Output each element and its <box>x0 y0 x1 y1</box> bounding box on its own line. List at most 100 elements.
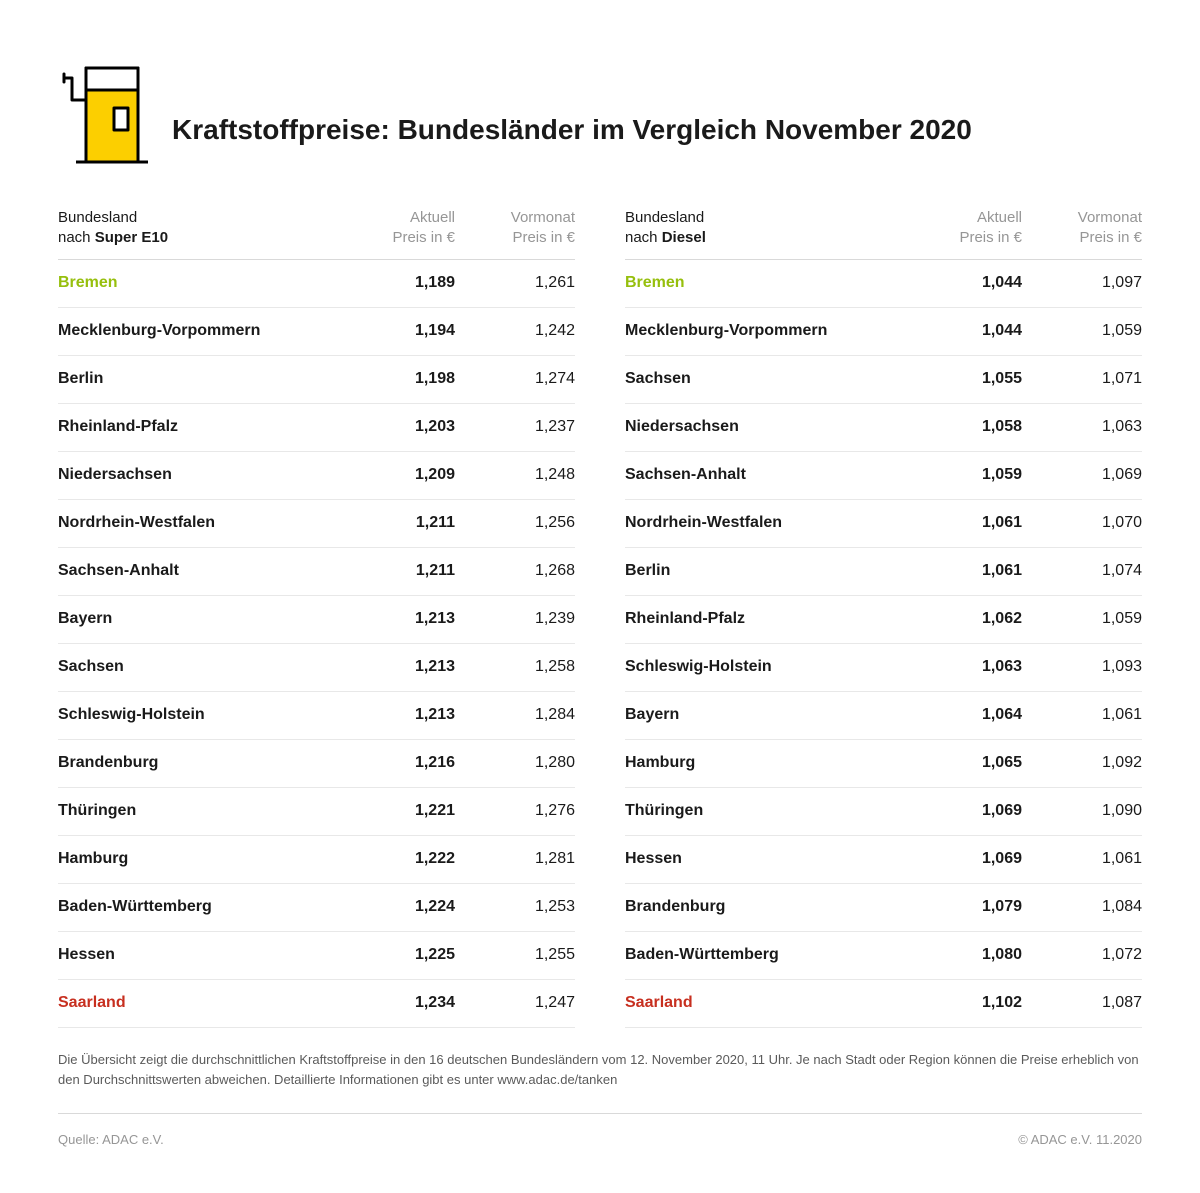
region-name: Mecklenburg-Vorpommern <box>625 322 902 340</box>
region-name: Niedersachsen <box>58 466 335 484</box>
price-current: 1,216 <box>335 754 455 772</box>
price-current: 1,211 <box>335 514 455 532</box>
page-title: Kraftstoffpreise: Bundesländer im Vergle… <box>172 114 972 146</box>
price-current: 1,061 <box>902 514 1022 532</box>
region-name: Brandenburg <box>625 898 902 916</box>
table-row: Mecklenburg-Vorpommern1,0441,059 <box>625 308 1142 356</box>
price-current: 1,079 <box>902 898 1022 916</box>
price-current: 1,213 <box>335 706 455 724</box>
price-previous: 1,261 <box>455 274 575 292</box>
price-previous: 1,059 <box>1022 610 1142 628</box>
price-table: Bundeslandnach DieselAktuellPreis in €Vo… <box>625 200 1142 1028</box>
table-row: Saarland1,1021,087 <box>625 980 1142 1028</box>
region-name: Thüringen <box>58 802 335 820</box>
region-name: Schleswig-Holstein <box>625 658 902 676</box>
price-current: 1,063 <box>902 658 1022 676</box>
table-row: Berlin1,1981,274 <box>58 356 575 404</box>
table-row: Hessen1,0691,061 <box>625 836 1142 884</box>
table-header: Bundeslandnach Super E10AktuellPreis in … <box>58 200 575 260</box>
table-row: Thüringen1,0691,090 <box>625 788 1142 836</box>
table-row: Berlin1,0611,074 <box>625 548 1142 596</box>
region-name: Sachsen <box>625 370 902 388</box>
table-row: Sachsen1,2131,258 <box>58 644 575 692</box>
region-name: Hamburg <box>625 754 902 772</box>
region-name: Mecklenburg-Vorpommern <box>58 322 335 340</box>
price-previous: 1,237 <box>455 418 575 436</box>
table-row: Sachsen-Anhalt1,0591,069 <box>625 452 1142 500</box>
price-current: 1,044 <box>902 322 1022 340</box>
price-previous: 1,256 <box>455 514 575 532</box>
table-row: Hamburg1,2221,281 <box>58 836 575 884</box>
price-current: 1,044 <box>902 274 1022 292</box>
region-name: Sachsen <box>58 658 335 676</box>
price-table: Bundeslandnach Super E10AktuellPreis in … <box>58 200 575 1028</box>
price-previous: 1,248 <box>455 466 575 484</box>
price-current: 1,059 <box>902 466 1022 484</box>
region-name: Berlin <box>58 370 335 388</box>
price-current: 1,058 <box>902 418 1022 436</box>
price-previous: 1,090 <box>1022 802 1142 820</box>
region-name: Saarland <box>625 994 902 1012</box>
price-current: 1,222 <box>335 850 455 868</box>
price-current: 1,062 <box>902 610 1022 628</box>
price-current: 1,065 <box>902 754 1022 772</box>
table-row: Baden-Württemberg1,0801,072 <box>625 932 1142 980</box>
col-header-region: Bundeslandnach Diesel <box>625 208 902 249</box>
table-row: Hessen1,2251,255 <box>58 932 575 980</box>
table-row: Niedersachsen1,0581,063 <box>625 404 1142 452</box>
price-previous: 1,071 <box>1022 370 1142 388</box>
price-current: 1,064 <box>902 706 1022 724</box>
price-current: 1,102 <box>902 994 1022 1012</box>
price-current: 1,211 <box>335 562 455 580</box>
price-previous: 1,070 <box>1022 514 1142 532</box>
price-current: 1,198 <box>335 370 455 388</box>
region-name: Baden-Württemberg <box>58 898 335 916</box>
price-current: 1,213 <box>335 658 455 676</box>
price-previous: 1,084 <box>1022 898 1142 916</box>
price-current: 1,189 <box>335 274 455 292</box>
table-row: Hamburg1,0651,092 <box>625 740 1142 788</box>
page-container: Kraftstoffpreise: Bundesländer im Vergle… <box>0 0 1200 1193</box>
table-row: Schleswig-Holstein1,0631,093 <box>625 644 1142 692</box>
region-name: Saarland <box>58 994 335 1012</box>
fuel-type-label: Super E10 <box>95 229 168 246</box>
table-row: Schleswig-Holstein1,2131,284 <box>58 692 575 740</box>
price-previous: 1,069 <box>1022 466 1142 484</box>
region-name: Rheinland-Pfalz <box>625 610 902 628</box>
region-name: Bremen <box>625 274 902 292</box>
table-row: Rheinland-Pfalz1,0621,059 <box>625 596 1142 644</box>
price-current: 1,224 <box>335 898 455 916</box>
table-row: Thüringen1,2211,276 <box>58 788 575 836</box>
footnote-text: Die Übersicht zeigt die durchschnittlich… <box>58 1050 1142 1115</box>
col-header-current: AktuellPreis in € <box>902 208 1022 249</box>
region-name: Bayern <box>58 610 335 628</box>
price-previous: 1,092 <box>1022 754 1142 772</box>
region-name: Thüringen <box>625 802 902 820</box>
col-header-current: AktuellPreis in € <box>335 208 455 249</box>
price-previous: 1,093 <box>1022 658 1142 676</box>
table-row: Baden-Württemberg1,2241,253 <box>58 884 575 932</box>
region-name: Rheinland-Pfalz <box>58 418 335 436</box>
price-previous: 1,253 <box>455 898 575 916</box>
price-previous: 1,059 <box>1022 322 1142 340</box>
price-previous: 1,239 <box>455 610 575 628</box>
price-previous: 1,247 <box>455 994 575 1012</box>
col-header-region: Bundeslandnach Super E10 <box>58 208 335 249</box>
fuel-pump-icon <box>58 60 148 170</box>
table-row: Brandenburg1,0791,084 <box>625 884 1142 932</box>
source-label: Quelle: ADAC e.V. <box>58 1132 164 1147</box>
price-previous: 1,087 <box>1022 994 1142 1012</box>
price-current: 1,209 <box>335 466 455 484</box>
table-row: Bremen1,1891,261 <box>58 260 575 308</box>
price-previous: 1,061 <box>1022 706 1142 724</box>
region-name: Niedersachsen <box>625 418 902 436</box>
price-previous: 1,284 <box>455 706 575 724</box>
copyright-label: © ADAC e.V. 11.2020 <box>1018 1132 1142 1147</box>
tables-container: Bundeslandnach Super E10AktuellPreis in … <box>58 200 1142 1028</box>
price-previous: 1,258 <box>455 658 575 676</box>
price-current: 1,061 <box>902 562 1022 580</box>
price-current: 1,069 <box>902 850 1022 868</box>
footer: Quelle: ADAC e.V. © ADAC e.V. 11.2020 <box>58 1132 1142 1147</box>
table-row: Sachsen1,0551,071 <box>625 356 1142 404</box>
region-name: Schleswig-Holstein <box>58 706 335 724</box>
